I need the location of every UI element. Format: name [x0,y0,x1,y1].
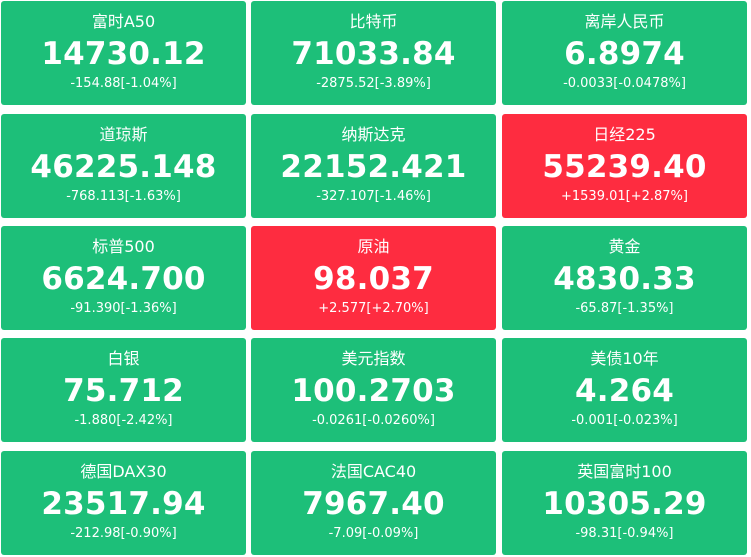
quote-value: 14730.12 [41,36,206,72]
quote-name: 黄金 [608,237,641,256]
quote-value: 4830.33 [553,261,696,297]
quote-name: 日经225 [593,125,656,144]
quote-value: 71033.84 [291,36,456,72]
quote-tile-a50[interactable]: 富时A50 14730.12 -154.88[-1.04%] [1,1,246,105]
quote-tile-cnh[interactable]: 离岸人民币 6.8974 -0.0033[-0.0478%] [502,1,747,105]
quote-tile-silver[interactable]: 白银 75.712 -1.880[-2.42%] [1,338,246,442]
quote-tile-dax30[interactable]: 德国DAX30 23517.94 -212.98[-0.90%] [1,451,246,555]
quote-name: 道琼斯 [99,125,148,144]
quote-name: 离岸人民币 [584,12,665,31]
quote-name: 富时A50 [91,12,156,31]
quote-change: -91.390[-1.36%] [70,301,177,316]
quote-name: 纳斯达克 [341,125,406,144]
quote-tile-nasdaq[interactable]: 纳斯达克 22152.421 -327.107[-1.46%] [251,114,496,218]
quote-tile-gold[interactable]: 黄金 4830.33 -65.87[-1.35%] [502,226,747,330]
quote-value: 6.8974 [564,36,685,72]
quote-name: 比特币 [349,12,398,31]
quote-name: 德国DAX30 [80,462,167,481]
quote-value: 7967.40 [302,486,445,522]
quote-value: 75.712 [63,373,184,409]
quote-value: 55239.40 [542,149,707,185]
quote-change: -154.88[-1.04%] [70,76,177,91]
quote-name: 英国富时100 [577,462,672,481]
quote-value: 6624.700 [41,261,206,297]
quote-value: 10305.29 [542,486,707,522]
quote-change: -0.0261[-0.0260%] [312,413,435,428]
quote-change: -768.113[-1.63%] [66,189,181,204]
quote-name: 美债10年 [590,349,659,368]
quote-change: -212.98[-0.90%] [70,526,177,541]
quote-tile-crude-oil[interactable]: 原油 98.037 +2.577[+2.70%] [251,226,496,330]
quote-tile-cac40[interactable]: 法国CAC40 7967.40 -7.09[-0.09%] [251,451,496,555]
quote-value: 22152.421 [280,149,467,185]
quote-change: -0.001[-0.023%] [571,413,678,428]
quote-value: 23517.94 [41,486,206,522]
quote-name: 美元指数 [341,349,406,368]
quote-change: -2875.52[-3.89%] [316,76,431,91]
quote-name: 法国CAC40 [330,462,417,481]
quote-tile-dollar-index[interactable]: 美元指数 100.2703 -0.0261[-0.0260%] [251,338,496,442]
quote-value: 98.037 [313,261,434,297]
quote-change: -65.87[-1.35%] [575,301,674,316]
quote-tile-bitcoin[interactable]: 比特币 71033.84 -2875.52[-3.89%] [251,1,496,105]
quote-change: -0.0033[-0.0478%] [563,76,686,91]
quote-value: 46225.148 [30,149,217,185]
quote-name: 标普500 [92,237,155,256]
quote-change: -7.09[-0.09%] [328,526,419,541]
quote-name: 原油 [357,237,390,256]
quote-name: 白银 [107,349,140,368]
quote-tile-sp500[interactable]: 标普500 6624.700 -91.390[-1.36%] [1,226,246,330]
quote-change: -327.107[-1.46%] [316,189,431,204]
quote-value: 4.264 [574,373,675,409]
quote-change: -98.31[-0.94%] [575,526,674,541]
quote-value: 100.2703 [291,373,456,409]
quote-change: -1.880[-2.42%] [74,413,173,428]
quote-tile-dow-jones[interactable]: 道琼斯 46225.148 -768.113[-1.63%] [1,114,246,218]
quote-tile-nikkei225[interactable]: 日经225 55239.40 +1539.01[+2.87%] [502,114,747,218]
quote-change: +1539.01[+2.87%] [561,189,688,204]
quote-tile-us10y[interactable]: 美债10年 4.264 -0.001[-0.023%] [502,338,747,442]
quote-tile-ftse100[interactable]: 英国富时100 10305.29 -98.31[-0.94%] [502,451,747,555]
quote-change: +2.577[+2.70%] [318,301,429,316]
